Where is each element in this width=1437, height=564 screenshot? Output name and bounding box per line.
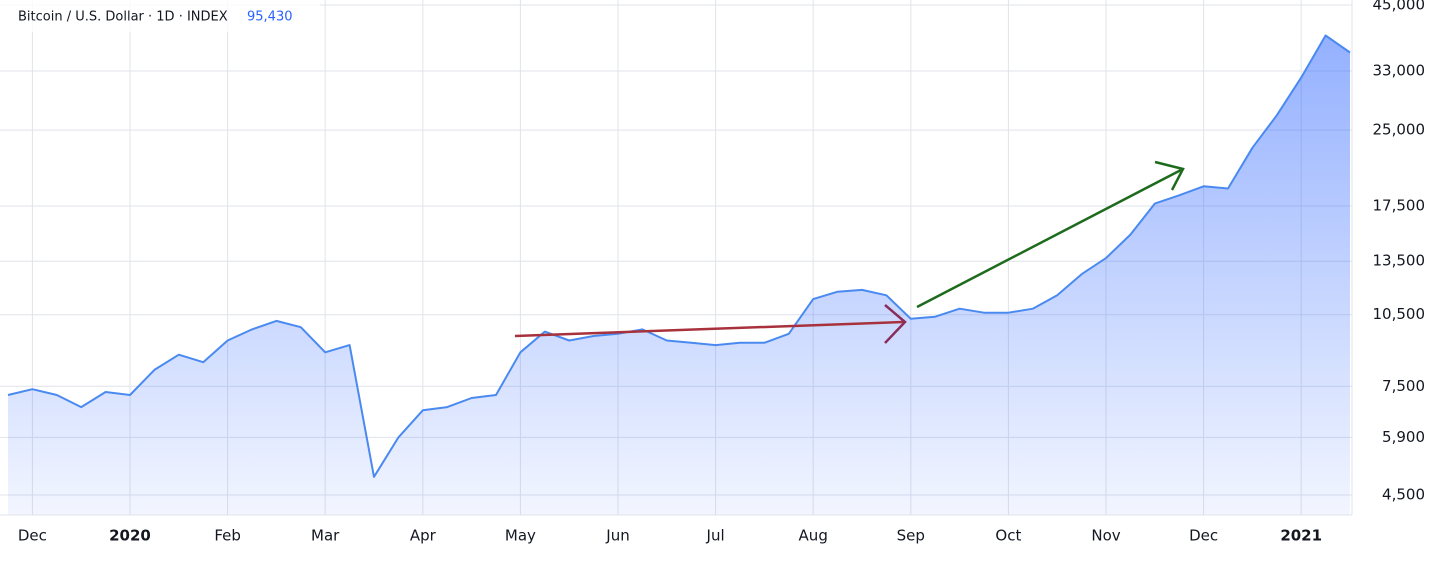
price-line [7, 34, 1351, 478]
chart-title: Bitcoin / U.S. Dollar · 1D · INDEX [18, 10, 228, 25]
x-tick-label: Nov [1091, 527, 1120, 545]
legend-bg [0, 0, 320, 32]
x-tick-label: 2020 [109, 527, 151, 545]
x-tick-label: Aug [799, 527, 828, 545]
y-tick-label: 13,500 [1373, 252, 1426, 270]
annotation-arrow [514, 320, 904, 338]
x-tick-label: Apr [410, 527, 437, 545]
y-tick-label: 7,500 [1382, 377, 1425, 395]
y-tick-label: 33,000 [1373, 62, 1426, 80]
x-tick-label: Oct [995, 527, 1021, 545]
x-tick-label: Sep [897, 527, 925, 545]
x-tick-label: Jun [605, 527, 629, 545]
area-fill [8, 35, 1350, 515]
y-tick-label: 17,500 [1373, 196, 1426, 214]
x-tick-label: 2021 [1280, 527, 1322, 545]
y-tick-label: 10,500 [1373, 305, 1426, 323]
x-tick-label: May [505, 527, 536, 545]
arrow-head [1154, 160, 1185, 191]
y-tick-label: 4,500 [1382, 486, 1425, 504]
y-tick-label: 25,000 [1373, 121, 1426, 139]
y-tick-label: 45,000 [1373, 0, 1426, 14]
y-tick-label: 5,900 [1382, 428, 1425, 446]
annotation-arrow [916, 168, 1182, 309]
price-label: 95,430 [247, 10, 293, 25]
x-tick-label: Dec [18, 527, 47, 545]
x-tick-label: Dec [1189, 527, 1218, 545]
arrow-head [884, 304, 907, 344]
x-tick-label: Mar [311, 527, 340, 545]
x-tick-label: Feb [214, 527, 241, 545]
x-tick-label: Jul [706, 527, 725, 545]
